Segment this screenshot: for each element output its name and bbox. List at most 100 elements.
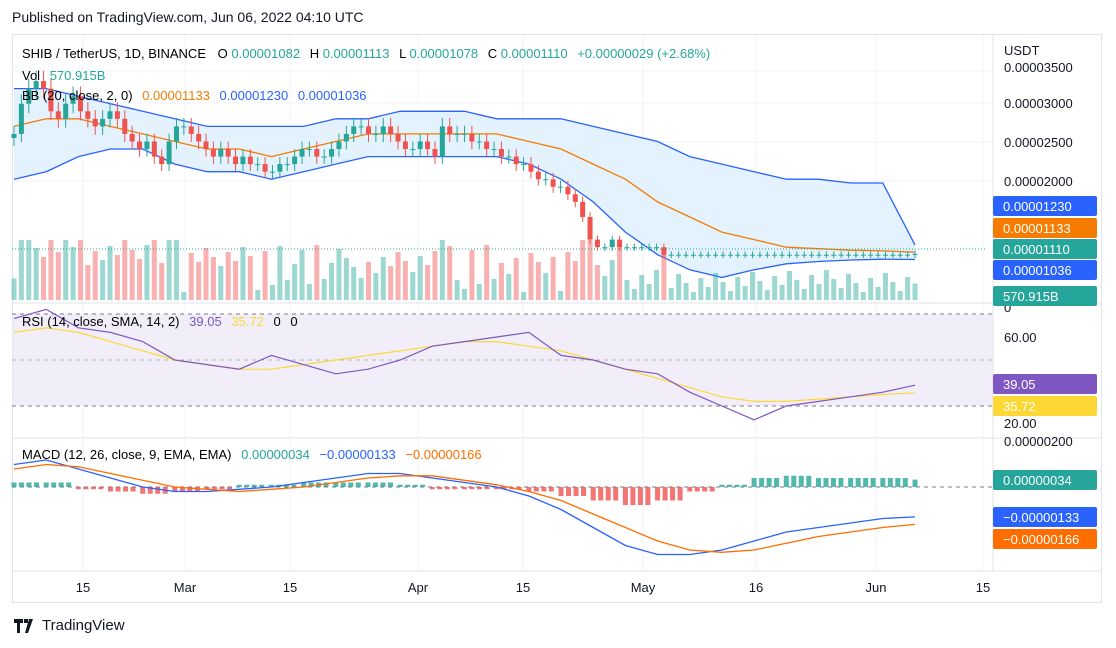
candle-body bbox=[646, 247, 652, 249]
macd-histogram-bar bbox=[147, 487, 153, 494]
candle-body bbox=[439, 126, 445, 157]
volume-bar bbox=[801, 289, 807, 300]
macd-histogram-bar bbox=[301, 482, 307, 487]
candle-body bbox=[447, 126, 453, 134]
legend-bb-lower: 0.00001036 bbox=[298, 88, 367, 103]
volume-bar bbox=[905, 277, 911, 300]
candle-body bbox=[314, 149, 320, 157]
macd-histogram-bar bbox=[26, 482, 32, 487]
volume-bar bbox=[860, 292, 866, 300]
axis-price-tag bbox=[993, 218, 1097, 238]
macd-histogram-bar bbox=[187, 487, 193, 492]
candle-body bbox=[602, 247, 608, 249]
macd-histogram-bar bbox=[526, 487, 532, 492]
macd-histogram-bar bbox=[548, 487, 554, 492]
volume-bar bbox=[668, 288, 674, 300]
macd-histogram-bar bbox=[204, 487, 210, 490]
volume-bar bbox=[528, 253, 534, 300]
macd-histogram-bar bbox=[355, 482, 361, 487]
candle-body bbox=[284, 164, 290, 166]
volume-bar bbox=[447, 246, 453, 300]
rsi-axis-tags: 39.05 35.72 bbox=[993, 374, 1097, 416]
axis-price-tag bbox=[993, 470, 1097, 490]
candle-body bbox=[55, 111, 61, 119]
candle-body bbox=[868, 254, 874, 256]
macd-histogram-bar bbox=[212, 487, 218, 490]
volume-bar bbox=[329, 263, 335, 300]
volume-bar bbox=[639, 275, 645, 300]
candle-body bbox=[676, 254, 682, 256]
volume-bar bbox=[425, 265, 431, 300]
published-caption: Published on TradingView.com, Jun 06, 20… bbox=[12, 9, 364, 25]
time-axis-label: Jun bbox=[866, 580, 887, 595]
legend-macd-label: MACD (12, 26, close, 9, EMA, EMA) bbox=[22, 447, 232, 462]
macd-histogram-bar bbox=[870, 478, 876, 487]
macd-histogram-bar bbox=[719, 484, 725, 487]
macd-histogram-bar bbox=[291, 484, 297, 487]
macd-histogram-bar bbox=[75, 487, 81, 490]
macd-signal-line bbox=[13, 463, 916, 553]
macd-histogram-bar bbox=[645, 487, 651, 505]
candle-body bbox=[801, 254, 807, 256]
candle-body bbox=[757, 254, 763, 256]
volume-bar bbox=[469, 250, 475, 300]
volume-bar bbox=[735, 277, 741, 300]
candle-body bbox=[292, 156, 298, 165]
macd-histogram-bar bbox=[259, 484, 265, 487]
macd-histogram-bar bbox=[268, 484, 274, 487]
time-axis-ticks: 15 Mar 15 Apr 15 May 16 Jun 15 bbox=[76, 580, 990, 595]
legend-macd-hist: 0.00000034 bbox=[241, 447, 310, 462]
macd-histogram-bar bbox=[365, 482, 371, 487]
candle-body bbox=[70, 96, 76, 104]
macd-histogram-bar bbox=[397, 484, 403, 487]
axis-price-tag-label: 0.00001230 bbox=[1003, 199, 1072, 214]
legend-main: SHIB / TetherUS, 1D, BINANCE O 0.0000108… bbox=[22, 46, 710, 61]
macd-histogram-bar bbox=[655, 487, 661, 501]
macd-histogram-bar bbox=[219, 487, 225, 490]
candle-body bbox=[639, 247, 645, 249]
volume-bar bbox=[609, 260, 615, 300]
macd-histogram-bar bbox=[323, 482, 329, 487]
macd-histogram-bar bbox=[566, 487, 572, 496]
volume-bar bbox=[750, 272, 756, 300]
candle-body bbox=[705, 254, 711, 256]
volume-bar bbox=[476, 284, 482, 300]
volume-bar bbox=[33, 248, 39, 300]
volume-bar bbox=[631, 289, 637, 300]
macd-histogram-bar bbox=[98, 487, 104, 490]
macd-histogram-bar bbox=[806, 475, 812, 487]
volume-bar bbox=[129, 250, 135, 300]
volume-bar bbox=[757, 281, 763, 300]
volume-bar bbox=[565, 252, 571, 300]
macd-histogram-bar bbox=[558, 487, 564, 496]
volume-bar bbox=[351, 267, 357, 300]
candle-body bbox=[565, 186, 571, 195]
volume-bar bbox=[594, 265, 600, 300]
volume-bar bbox=[838, 288, 844, 300]
bollinger-fill bbox=[14, 88, 915, 278]
volume-bar bbox=[63, 240, 69, 300]
tradingview-logo[interactable]: TradingView bbox=[14, 617, 125, 634]
candle-body bbox=[631, 247, 637, 249]
macd-histogram-bar bbox=[387, 482, 393, 487]
candle-body bbox=[336, 141, 342, 150]
volume-bar bbox=[580, 240, 586, 300]
macd-histogram-bar bbox=[751, 478, 757, 487]
legend-c-value: 0.00001110 bbox=[501, 46, 568, 61]
macd-histogram-bar bbox=[34, 482, 39, 487]
candle-body bbox=[210, 149, 216, 157]
candle-body bbox=[240, 156, 246, 165]
candle-body bbox=[735, 254, 741, 256]
volume-bar bbox=[262, 251, 268, 300]
macd-histogram-bar bbox=[815, 478, 821, 487]
macd-histogram-bar bbox=[83, 487, 89, 490]
currency-label: USDT bbox=[1004, 43, 1039, 58]
volume-bar bbox=[306, 284, 312, 300]
volume-bar bbox=[772, 276, 778, 300]
volume-bar bbox=[676, 274, 682, 300]
volume-bar bbox=[107, 246, 113, 300]
volume-bar bbox=[786, 271, 792, 300]
macd-histogram-bar bbox=[598, 487, 604, 501]
volume-bar bbox=[233, 261, 239, 300]
